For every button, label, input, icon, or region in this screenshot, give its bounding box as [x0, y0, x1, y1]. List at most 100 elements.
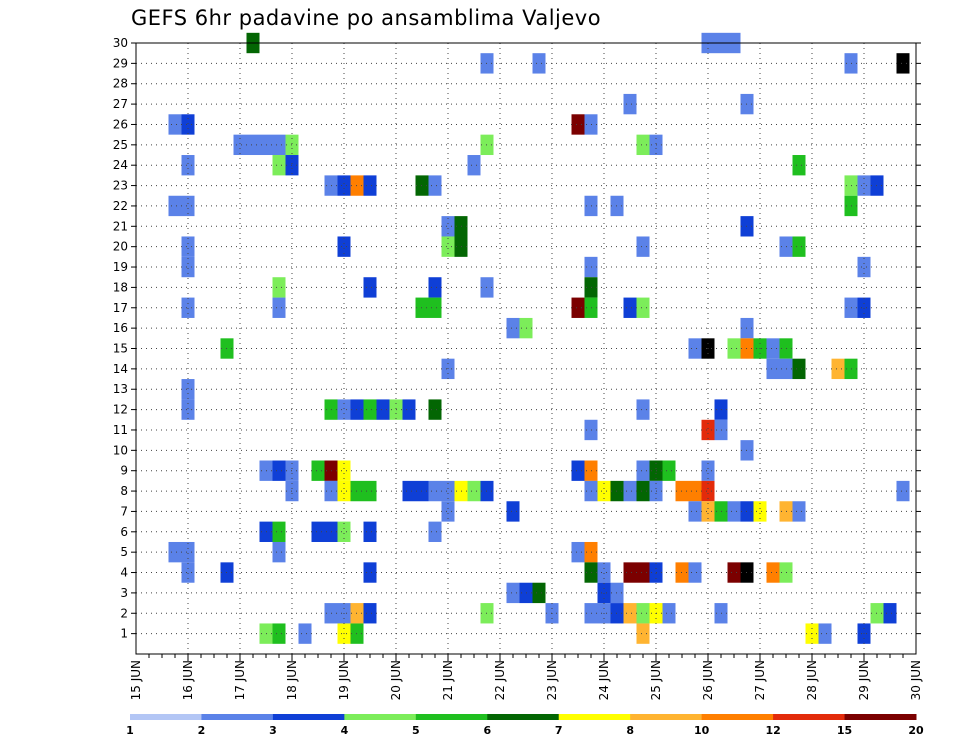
y-tick-label: 21	[113, 219, 128, 233]
precip-cell	[337, 236, 351, 257]
precip-cell	[753, 501, 767, 522]
precip-cell	[311, 460, 325, 481]
y-tick-label: 6	[120, 525, 128, 539]
precip-cell	[792, 155, 806, 176]
precip-cell	[623, 93, 637, 115]
precip-cell	[181, 256, 195, 278]
precip-cell	[311, 521, 325, 542]
y-tick-label: 2	[120, 606, 128, 620]
x-tick-label: 28 JUN	[805, 660, 819, 700]
precip-cell	[181, 236, 195, 257]
colorbar-swatch	[344, 714, 417, 720]
precip-cell	[727, 562, 741, 583]
precip-cell	[636, 480, 650, 502]
precip-cell	[597, 480, 611, 502]
y-tick-label: 12	[113, 403, 128, 417]
precip-cell	[168, 541, 182, 563]
chart-title: GEFS 6hr padavine po ansamblima Valjevo	[131, 6, 602, 30]
precip-cell	[428, 297, 442, 318]
colorbar-swatch	[844, 714, 917, 720]
precip-cell	[168, 195, 182, 217]
precip-cell	[246, 134, 260, 156]
colorbar-label: 12	[765, 724, 780, 737]
precip-cell	[792, 358, 806, 380]
precip-cell	[532, 53, 546, 74]
colorbar-swatch	[130, 714, 202, 720]
x-tick-label: 21 JUN	[441, 660, 455, 700]
y-tick-label: 4	[120, 566, 128, 580]
precip-cell	[181, 379, 195, 400]
precip-cell	[636, 297, 650, 318]
precip-cell	[896, 480, 910, 502]
y-tick-label: 25	[113, 138, 128, 152]
y-tick-label: 5	[120, 545, 128, 559]
y-tick-label: 15	[113, 342, 128, 356]
y-tick-label: 16	[113, 321, 128, 335]
precip-cell	[727, 338, 741, 359]
x-tick-label: 16 JUN	[181, 660, 195, 700]
y-tick-label: 7	[120, 504, 128, 518]
precip-cell	[597, 582, 611, 604]
y-tick-label: 27	[113, 97, 128, 111]
x-tick-label: 20 JUN	[389, 660, 403, 700]
x-axis: 15 JUN 16 JUN 17 JUN 18 JUN 19 JUN 20 JUN 21 J…	[129, 654, 923, 700]
colorbar-legend: 1 2 3 4 5 6 7 8 10 12 15 20	[126, 714, 924, 737]
y-tick-label: 24	[113, 158, 128, 172]
precip-cell	[623, 480, 637, 502]
precip-cell	[636, 562, 650, 583]
precip-cell	[532, 582, 546, 604]
precip-cell	[376, 399, 390, 420]
precip-cell	[298, 623, 312, 644]
precip-cell	[896, 53, 910, 74]
colorbar-label: 3	[269, 724, 277, 737]
precip-cell	[857, 175, 871, 196]
precip-cell	[636, 603, 650, 624]
y-tick-label: 13	[113, 382, 128, 396]
precip-cell	[272, 623, 286, 644]
precip-cell	[363, 175, 377, 196]
precip-cell	[636, 134, 650, 156]
x-tick-label: 23 JUN	[545, 660, 559, 700]
precip-cell	[402, 480, 416, 502]
precip-cell	[766, 338, 780, 359]
x-tick-label: 18 JUN	[285, 660, 299, 700]
precip-cell	[428, 399, 442, 420]
precip-cell	[766, 562, 780, 583]
precip-cell	[272, 277, 286, 298]
colorbar-label: 1	[126, 724, 134, 737]
precip-cell	[337, 175, 351, 196]
precip-cell	[181, 562, 195, 583]
colorbar-swatch	[773, 714, 846, 720]
precip-cell	[662, 603, 676, 624]
precip-cell	[337, 521, 351, 542]
precip-cell	[636, 460, 650, 481]
x-tick-label: 25 JUN	[649, 660, 663, 700]
precip-cell	[428, 521, 442, 542]
precip-cell	[181, 297, 195, 318]
y-tick-label: 19	[113, 260, 128, 274]
precip-cell	[272, 297, 286, 318]
precip-cell	[506, 501, 520, 522]
precip-cell	[363, 562, 377, 583]
y-tick-label: 3	[120, 586, 128, 600]
precip-cell	[571, 297, 585, 318]
x-tick-label: 15 JUN	[129, 660, 143, 700]
colorbar-swatch	[415, 714, 488, 720]
precip-cell	[623, 603, 637, 624]
precip-cell	[441, 480, 455, 502]
y-tick-label: 28	[113, 77, 128, 91]
dotted-grid	[136, 42, 916, 654]
colorbar-swatch	[487, 714, 560, 720]
precip-cell	[636, 399, 650, 420]
x-tick-label: 17 JUN	[233, 660, 247, 700]
precip-cell	[571, 460, 585, 481]
x-tick-label: 30 JUN	[909, 660, 923, 700]
precip-cell	[337, 460, 351, 481]
colorbar-swatch	[630, 714, 703, 720]
precip-cell	[181, 399, 195, 420]
colorbar-label: 4	[341, 724, 349, 737]
precip-cell	[441, 501, 455, 522]
precip-cell	[688, 562, 702, 583]
precip-cell	[662, 460, 676, 481]
